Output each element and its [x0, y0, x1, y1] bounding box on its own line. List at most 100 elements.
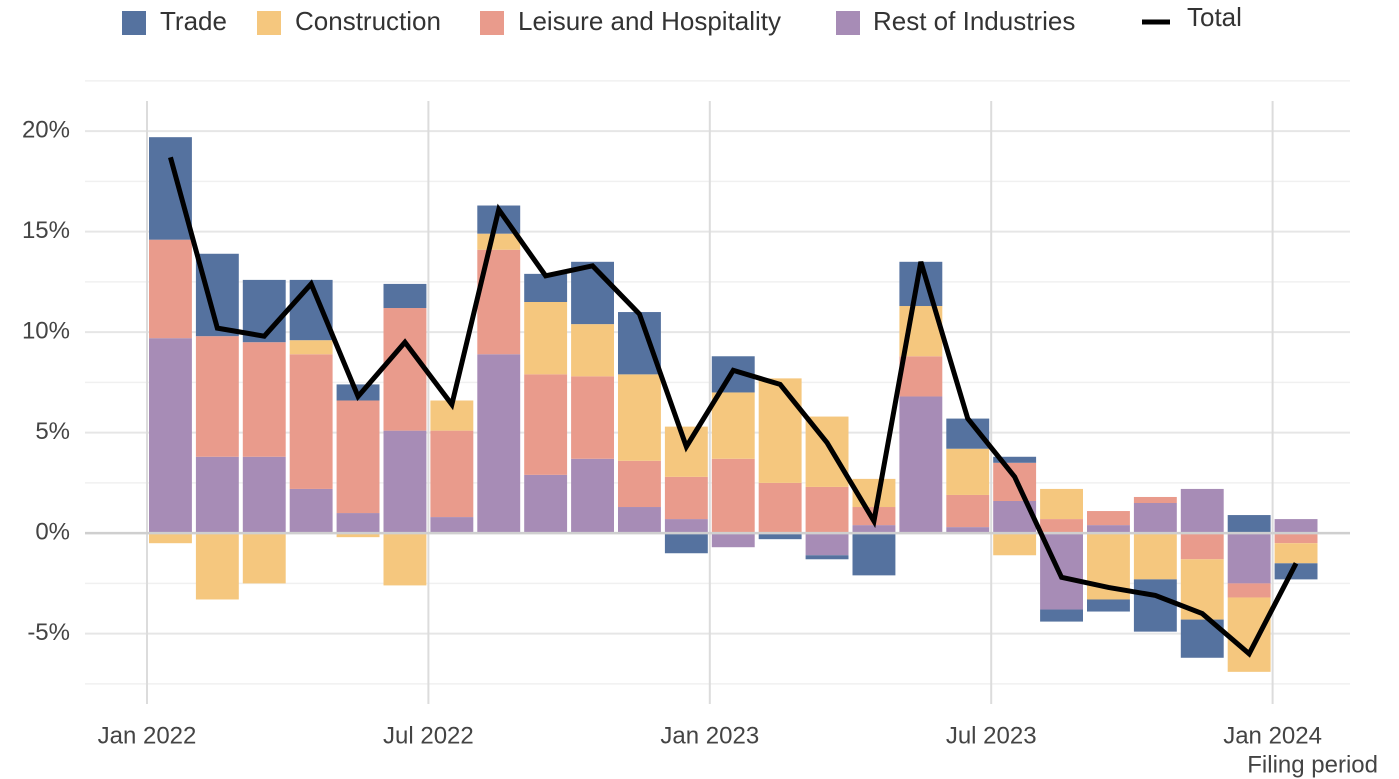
bar-segment — [242, 533, 286, 584]
bar-segment — [946, 527, 990, 534]
bar-segment — [805, 555, 849, 560]
bar-segment — [618, 460, 661, 508]
bar-segment — [195, 533, 239, 600]
bar-segment — [1040, 519, 1083, 534]
bar-segment — [805, 486, 849, 534]
bar-segment — [1180, 488, 1224, 534]
bar-segment — [1180, 533, 1224, 560]
y-tick-label: 20% — [22, 116, 70, 143]
bar-segment — [242, 342, 286, 457]
bar-segment — [664, 426, 708, 477]
bar-segment — [430, 517, 474, 534]
bar-segment — [993, 533, 1037, 556]
legend-item: Leisure and Hospitality — [480, 6, 781, 36]
bar-segment — [618, 312, 661, 375]
bar-segment — [477, 354, 521, 534]
legend-label: Leisure and Hospitality — [518, 6, 781, 36]
bar-segment — [289, 354, 333, 489]
bar-segment — [195, 456, 239, 534]
bar-segment — [805, 533, 849, 556]
y-tick-label: 5% — [35, 418, 70, 445]
bar-segment — [571, 324, 614, 377]
x-tick-label: Jan 2022 — [98, 722, 197, 749]
legend-item: Construction — [257, 6, 441, 36]
x-tick-label: Jul 2023 — [946, 722, 1037, 749]
legend-item: Rest of Industries — [836, 6, 1075, 36]
bar-segment — [852, 525, 896, 534]
bar-segment — [524, 273, 568, 302]
bar-segment — [899, 396, 943, 534]
x-tick-label: Jan 2023 — [660, 722, 759, 749]
bar-segment — [430, 430, 474, 518]
bar-segment — [149, 239, 192, 339]
bar-segment — [1133, 579, 1177, 632]
bar-segment — [336, 533, 380, 538]
bar-segment — [1087, 511, 1130, 526]
bar-segment — [1133, 503, 1177, 534]
x-tick-label: Jan 2024 — [1223, 722, 1322, 749]
x-axis-label: Filing period — [1247, 751, 1378, 778]
bar-segment — [1040, 609, 1083, 622]
bar-segment — [383, 283, 427, 309]
bar-segment — [899, 356, 943, 397]
legend-item: Total — [1142, 2, 1242, 32]
legend-swatch — [257, 11, 281, 35]
legend-label: Trade — [160, 6, 227, 36]
bar-segment — [1180, 559, 1224, 620]
bar-segment — [1227, 583, 1271, 598]
legend-label: Rest of Industries — [873, 6, 1075, 36]
y-tick-label: -5% — [27, 619, 70, 646]
legend-swatch — [122, 11, 146, 35]
bar-segment — [758, 533, 802, 540]
bar-segment — [711, 533, 755, 548]
bar-segment — [571, 458, 614, 534]
bar-segment — [149, 533, 192, 544]
bar-segment — [383, 533, 427, 586]
bar-segment — [711, 392, 755, 459]
bar-segment — [195, 336, 239, 457]
x-tick-label: Jul 2022 — [383, 722, 474, 749]
bar-segment — [477, 233, 521, 250]
bar-segment — [1274, 563, 1318, 580]
y-tick-label: 15% — [22, 217, 70, 244]
bar-segment — [946, 448, 990, 495]
bar-segment — [1274, 519, 1318, 534]
bar-segment — [664, 519, 708, 534]
bar-segment — [711, 458, 755, 534]
bar-segment — [571, 261, 614, 325]
legend-item: Trade — [122, 6, 227, 36]
bar-segment — [1227, 597, 1271, 672]
bar-segment — [993, 456, 1037, 463]
bar-segment — [1087, 599, 1130, 612]
bar-segment — [1227, 515, 1271, 534]
bar-segment — [383, 430, 427, 534]
bar-segment — [1274, 543, 1318, 564]
bars — [149, 137, 1318, 672]
bar-segment — [289, 488, 333, 534]
total-line — [168, 156, 1299, 658]
bar-segment — [1040, 488, 1083, 520]
legend-swatch — [836, 11, 860, 35]
bar-segment — [1087, 525, 1130, 534]
bar-segment — [664, 476, 708, 520]
legend-label: Total — [1187, 2, 1242, 32]
bar-segment — [336, 400, 380, 514]
bar-segment — [242, 456, 286, 534]
bar-segment — [664, 533, 708, 554]
bar-segment — [618, 374, 661, 461]
bar-segment — [1274, 533, 1318, 544]
bar-segment — [524, 302, 568, 375]
legend: Trade Construction Leisure and Hospitality… — [122, 2, 1242, 36]
legend-swatch — [480, 11, 504, 35]
bar-segment — [758, 482, 802, 534]
bar-segment — [336, 513, 380, 534]
bar-segment — [1133, 496, 1177, 503]
bar-segment — [524, 474, 568, 534]
bar-segment — [758, 378, 802, 483]
bar-segment — [149, 338, 192, 534]
bar-segment — [618, 507, 661, 534]
bar-segment — [289, 340, 333, 355]
bar-segment — [946, 494, 990, 528]
